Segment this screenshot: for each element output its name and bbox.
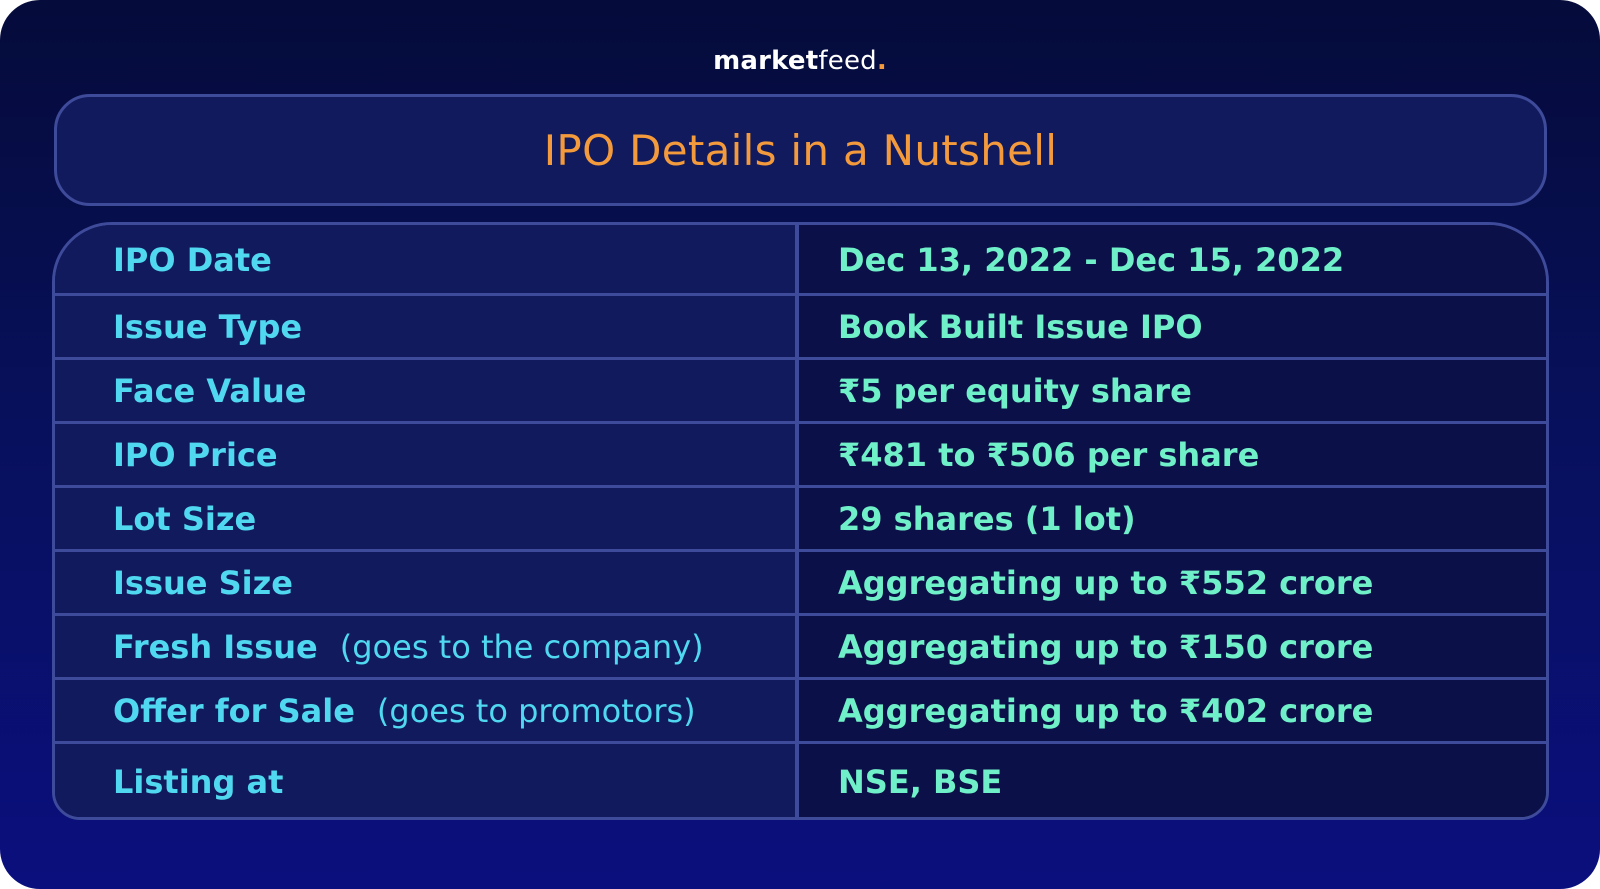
table-row: Listing at NSE, BSE bbox=[55, 743, 1546, 817]
row-label-cell: Listing at bbox=[55, 743, 795, 817]
row-label-note: (goes to the company) bbox=[339, 628, 704, 666]
row-divider bbox=[55, 485, 1546, 488]
row-divider bbox=[55, 421, 1546, 424]
title-banner: IPO Details in a Nutshell bbox=[54, 94, 1547, 206]
row-divider bbox=[55, 741, 1546, 744]
page-title: IPO Details in a Nutshell bbox=[543, 125, 1058, 175]
row-label-note: (goes to promotors) bbox=[376, 692, 696, 730]
row-value: Aggregating up to ₹552 crore bbox=[838, 564, 1374, 602]
brand-logo: marketfeed. bbox=[0, 46, 1600, 76]
ipo-details-table: IPO Date Dec 13, 2022 - Dec 15, 2022 Issue… bbox=[52, 222, 1549, 820]
row-value-cell: ₹5 per equity share bbox=[799, 359, 1546, 423]
row-label-cell: IPO Price bbox=[55, 423, 795, 487]
row-value-cell: Book Built Issue IPO bbox=[799, 295, 1546, 359]
row-label-cell: Fresh Issue (goes to the company) bbox=[55, 615, 795, 679]
row-value-cell: Aggregating up to ₹552 crore bbox=[799, 551, 1546, 615]
brand-dot: . bbox=[876, 46, 887, 76]
brand-name-light: feed bbox=[818, 46, 877, 76]
table-row: IPO Date Dec 13, 2022 - Dec 15, 2022 bbox=[55, 225, 1546, 295]
row-value-cell: NSE, BSE bbox=[799, 743, 1546, 817]
row-label-cell: Face Value bbox=[55, 359, 795, 423]
row-label: Listing at bbox=[113, 762, 284, 801]
row-label: Issue Type bbox=[113, 308, 303, 346]
row-label: Offer for Sale bbox=[113, 692, 355, 730]
brand-name-bold: market bbox=[713, 46, 819, 76]
row-label: Issue Size bbox=[113, 564, 293, 602]
row-label-cell: Issue Type bbox=[55, 295, 795, 359]
table-row: Issue Size Aggregating up to ₹552 crore bbox=[55, 551, 1546, 615]
row-value: NSE, BSE bbox=[838, 762, 1003, 801]
row-value: ₹481 to ₹506 per share bbox=[838, 436, 1260, 474]
row-divider bbox=[55, 549, 1546, 552]
row-label: Fresh Issue bbox=[113, 628, 318, 666]
row-label-cell: Issue Size bbox=[55, 551, 795, 615]
row-value-cell: Aggregating up to ₹150 crore bbox=[799, 615, 1546, 679]
row-divider bbox=[55, 357, 1546, 360]
row-value-cell: Aggregating up to ₹402 crore bbox=[799, 679, 1546, 743]
row-label: Lot Size bbox=[113, 500, 257, 538]
row-label-cell: Offer for Sale (goes to promotors) bbox=[55, 679, 795, 743]
row-value: Book Built Issue IPO bbox=[838, 308, 1203, 346]
row-label-cell: IPO Date bbox=[55, 225, 795, 295]
table-row: Fresh Issue (goes to the company) Aggregat… bbox=[55, 615, 1546, 679]
table-row: Issue Type Book Built Issue IPO bbox=[55, 295, 1546, 359]
row-label-cell: Lot Size bbox=[55, 487, 795, 551]
row-value: Aggregating up to ₹150 crore bbox=[838, 628, 1374, 666]
row-label: IPO Date bbox=[113, 241, 272, 279]
row-value-cell: ₹481 to ₹506 per share bbox=[799, 423, 1546, 487]
row-value: Dec 13, 2022 - Dec 15, 2022 bbox=[838, 241, 1345, 279]
row-value: Aggregating up to ₹402 crore bbox=[838, 692, 1374, 730]
row-label: Face Value bbox=[113, 372, 307, 410]
row-value-cell: 29 shares (1 lot) bbox=[799, 487, 1546, 551]
row-divider bbox=[55, 293, 1546, 296]
row-value-cell: Dec 13, 2022 - Dec 15, 2022 bbox=[799, 225, 1546, 295]
column-divider bbox=[795, 225, 799, 817]
row-value: 29 shares (1 lot) bbox=[838, 500, 1136, 538]
row-label: IPO Price bbox=[113, 436, 278, 474]
table-row: IPO Price ₹481 to ₹506 per share bbox=[55, 423, 1546, 487]
table-row: Lot Size 29 shares (1 lot) bbox=[55, 487, 1546, 551]
table-row: Face Value ₹5 per equity share bbox=[55, 359, 1546, 423]
row-value: ₹5 per equity share bbox=[838, 372, 1192, 410]
table-row: Offer for Sale (goes to promotors) Aggrega… bbox=[55, 679, 1546, 743]
row-divider bbox=[55, 613, 1546, 616]
row-divider bbox=[55, 677, 1546, 680]
